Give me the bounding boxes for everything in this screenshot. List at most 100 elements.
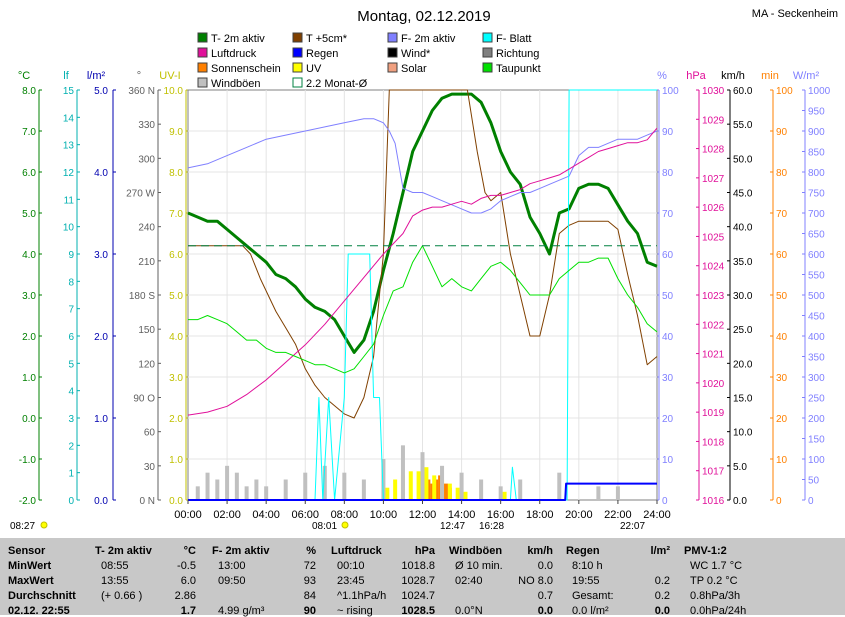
stats-cell-time: 0.0hPa/24h bbox=[690, 605, 747, 617]
bar-windb-en bbox=[322, 465, 327, 500]
bar-uv bbox=[455, 487, 460, 500]
legend-swatch bbox=[482, 32, 493, 43]
axis-tick-uv: 0.0 bbox=[169, 496, 183, 507]
axis-tick-lf: 11 bbox=[64, 195, 75, 206]
axis-tick-min: 30 bbox=[776, 373, 788, 384]
x-tick-label: 10:00 bbox=[370, 509, 398, 521]
legend-label: T +5cm* bbox=[306, 33, 348, 45]
axis-tick-dir: 270 W bbox=[126, 189, 155, 200]
stats-cell-time: 8:10 h bbox=[572, 560, 603, 572]
stats-cell-time: 13:00 bbox=[218, 560, 246, 572]
stats-cell-time: 08:55 bbox=[101, 560, 129, 572]
bar-uv bbox=[447, 483, 452, 500]
legend-swatch bbox=[197, 77, 208, 88]
bar-uv bbox=[408, 471, 413, 500]
stats-cell-value: 0.0 bbox=[537, 560, 553, 572]
axis-tick-rain: 4.0 bbox=[94, 168, 108, 179]
stats-group-unit: % bbox=[306, 545, 316, 557]
stats-group-title: Windböen bbox=[449, 545, 503, 557]
axis-title-uv: UV-I bbox=[159, 70, 180, 82]
stats-group-title: F- 2m aktiv bbox=[212, 545, 270, 557]
bar-windb-en bbox=[440, 465, 445, 500]
axis-tick-press: 1017 bbox=[702, 467, 725, 478]
stats-cell-value: 72 bbox=[303, 560, 316, 572]
axis-tick-press: 1024 bbox=[702, 262, 725, 273]
bar-uv bbox=[424, 467, 429, 500]
axis-tick-temp: 2.0 bbox=[22, 332, 36, 343]
stats-cell-value: 90 bbox=[303, 605, 316, 617]
axis-title-hum: % bbox=[657, 70, 667, 82]
axis-tick-rain: 1.0 bbox=[94, 414, 108, 425]
axis-tick-lf: 5 bbox=[68, 359, 74, 370]
legend-label: F- 2m aktiv bbox=[401, 33, 456, 45]
legend-swatch bbox=[482, 62, 493, 73]
stats-cell-time: ^1.1hPa/h bbox=[337, 590, 387, 602]
axis-tick-lf: 7 bbox=[68, 305, 74, 316]
x-axis: 00:00 02:00 04:00 06:00 08:00 10:00 12:00 14:00… bbox=[174, 500, 671, 521]
x-tick-label: 06:00 bbox=[291, 509, 319, 521]
bar-windb-en bbox=[420, 452, 425, 500]
axis-tick-dir: 240 bbox=[138, 223, 155, 234]
chart-title: Montag, 02.12.2019 bbox=[357, 8, 490, 25]
stats-cell-value: 1024.7 bbox=[401, 590, 435, 602]
x-tick-label: 22:00 bbox=[604, 509, 632, 521]
legend-label: Regen bbox=[306, 48, 338, 60]
axis-tick-dir: 360 N bbox=[128, 86, 155, 97]
stats-cell-time: 09:50 bbox=[218, 575, 246, 587]
axis-tick-min: 90 bbox=[776, 127, 788, 138]
legend-label: Wind* bbox=[401, 48, 431, 60]
axis-tick-press: 1020 bbox=[702, 379, 725, 390]
legend-swatch bbox=[387, 47, 398, 58]
x-tick-label: 14:00 bbox=[448, 509, 476, 521]
axis-tick-uv: 10.0 bbox=[164, 86, 184, 97]
stats-group-unit: °C bbox=[183, 545, 196, 557]
axis-tick-wind: 60.0 bbox=[733, 86, 753, 97]
axis-tick-hum: 70 bbox=[662, 209, 674, 220]
axis-tick-uv: 6.0 bbox=[169, 250, 183, 261]
axis-tick-uv: 5.0 bbox=[169, 291, 183, 302]
bar-series bbox=[195, 445, 620, 500]
axis-tick-min: 40 bbox=[776, 332, 788, 343]
stats-cell-value: 0.7 bbox=[537, 590, 553, 602]
legend-swatch bbox=[292, 32, 303, 43]
stats-cell-time: 00:10 bbox=[337, 560, 365, 572]
stats-cell-time: ~ rising bbox=[337, 605, 373, 617]
axis-tick-min: 0 bbox=[776, 496, 782, 507]
axis-tick-lf: 0 bbox=[68, 496, 74, 507]
axis-tick-temp: -2.0 bbox=[19, 496, 37, 507]
legend-swatch bbox=[387, 32, 398, 43]
sunset-label: 22:07 bbox=[620, 521, 645, 532]
stats-group-title: Luftdruck bbox=[331, 545, 382, 557]
bar-windb-en bbox=[303, 472, 308, 500]
axis-tick-dir: 30 bbox=[144, 462, 156, 473]
axis-tick-solar: 150 bbox=[808, 435, 825, 446]
axis-tick-uv: 8.0 bbox=[169, 168, 183, 179]
axis-tick-solar: 550 bbox=[808, 271, 825, 282]
axis-tick-press: 1016 bbox=[702, 496, 725, 507]
axis-title-temp: °C bbox=[18, 70, 30, 82]
stats-cell-time: 0.8hPa/3h bbox=[690, 590, 741, 602]
bar-uv bbox=[393, 479, 398, 500]
sunrise-marker-label: 08:01 bbox=[312, 521, 337, 532]
bar-windb-en bbox=[215, 479, 220, 500]
legend-label: Windböen bbox=[211, 78, 261, 90]
legend-label: Taupunkt bbox=[496, 63, 541, 75]
axis-tick-hum: 40 bbox=[662, 332, 674, 343]
axis-tick-temp: 8.0 bbox=[22, 86, 36, 97]
axis-tick-lf: 12 bbox=[63, 168, 75, 179]
axis-tick-dir: 300 bbox=[138, 154, 155, 165]
axis-titles: °C lf l/m² ° UV-I% hPa km/h min W/m² bbox=[18, 70, 820, 82]
stats-cell-time: 02:40 bbox=[455, 575, 483, 587]
legend-swatch bbox=[387, 62, 398, 73]
axis-title-dir: ° bbox=[137, 70, 141, 82]
stats-cell-value: -0.5 bbox=[177, 560, 196, 572]
axis-tick-lf: 10 bbox=[63, 223, 75, 234]
axis-tick-lf: 14 bbox=[63, 113, 75, 124]
stats-cell-time: 19:55 bbox=[572, 575, 600, 587]
x-tick-label: 16:00 bbox=[487, 509, 515, 521]
x-tick-label: 18:00 bbox=[526, 509, 554, 521]
x-tick-label: 12:00 bbox=[409, 509, 437, 521]
axis-tick-uv: 2.0 bbox=[169, 414, 183, 425]
bar-windb-en bbox=[342, 472, 347, 500]
axis-tick-min: 100 bbox=[776, 86, 793, 97]
